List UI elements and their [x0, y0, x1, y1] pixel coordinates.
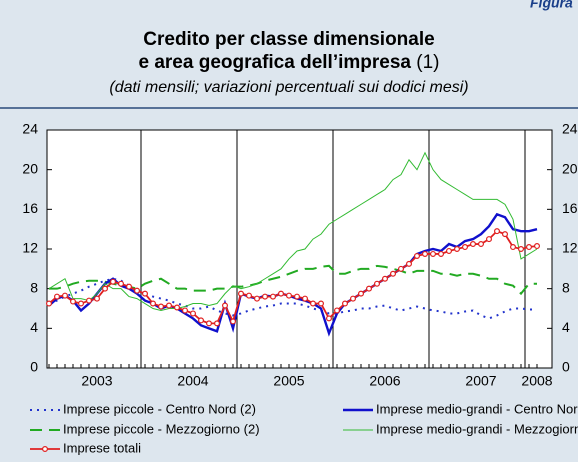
- y2-tick-label: 12: [562, 240, 578, 256]
- point: [414, 252, 421, 259]
- chart-title: e area geografica dell’impresa (1): [139, 52, 440, 73]
- y2-tick-label: 4: [562, 319, 570, 335]
- point: [502, 231, 509, 238]
- point: [525, 244, 532, 251]
- x-tick-label: 2004: [177, 373, 208, 389]
- x-tick-label: 2007: [465, 373, 496, 389]
- point: [222, 302, 229, 309]
- point: [486, 236, 493, 243]
- point: [101, 285, 108, 292]
- point: [45, 300, 52, 307]
- figure-label: Figura: [530, 0, 573, 11]
- point: [350, 295, 357, 302]
- point: [246, 292, 253, 299]
- chart-title-line: e area geografica dell’impresa: [139, 52, 412, 73]
- legend-label: Imprese piccole - Mezzogiorno (2): [63, 421, 260, 436]
- y2-tick-label: 24: [562, 121, 578, 137]
- point: [230, 318, 237, 325]
- legend-label: Imprese medio-grandi - Mezzogiorno: [376, 421, 578, 436]
- y-tick-label: 4: [30, 319, 38, 335]
- point: [302, 295, 309, 302]
- point: [438, 250, 445, 257]
- legend-label: Imprese piccole - Centro Nord (2): [63, 401, 256, 416]
- y-tick-label: 20: [22, 160, 38, 176]
- legend-label: Imprese totali: [63, 440, 141, 455]
- point: [358, 290, 365, 297]
- y-tick-label: 8: [30, 279, 38, 295]
- legend-marker: [41, 446, 48, 453]
- point: [470, 241, 477, 248]
- y-tick-label: 24: [22, 121, 38, 137]
- point: [286, 292, 293, 299]
- point: [366, 285, 373, 292]
- point: [517, 246, 524, 253]
- y2-tick-label: 20: [562, 160, 578, 176]
- x-tick-label: 2005: [273, 373, 304, 389]
- legend-label: Imprese medio-grandi - Centro Nord: [376, 401, 578, 416]
- point: [85, 297, 92, 304]
- point: [142, 290, 149, 297]
- point: [262, 293, 269, 300]
- point: [270, 293, 277, 300]
- point: [53, 293, 60, 300]
- chart-title: Credito per classe dimensionale: [143, 29, 434, 50]
- point: [206, 320, 213, 327]
- point: [318, 300, 325, 307]
- title-note: (1): [416, 52, 439, 73]
- point: [382, 275, 389, 282]
- y2-tick-label: 16: [562, 200, 578, 216]
- point: [533, 243, 540, 250]
- point: [158, 303, 165, 310]
- point: [93, 295, 100, 302]
- point: [109, 278, 116, 285]
- point: [398, 265, 405, 272]
- x-tick-label: 2008: [521, 373, 552, 389]
- y-tick-label: 16: [22, 200, 38, 216]
- point: [190, 310, 197, 317]
- point: [422, 250, 429, 257]
- point: [125, 283, 132, 290]
- x-tick-label: 2006: [369, 373, 400, 389]
- point: [342, 300, 349, 307]
- chart-subtitle: (dati mensili; variazioni percentuali su…: [109, 79, 468, 96]
- point: [430, 250, 437, 257]
- x-tick-label: 2003: [81, 373, 112, 389]
- point: [214, 320, 221, 327]
- point: [69, 298, 76, 305]
- point: [510, 244, 517, 251]
- point: [134, 287, 141, 294]
- point: [390, 270, 397, 277]
- point: [278, 290, 285, 297]
- point: [117, 280, 124, 287]
- point: [150, 300, 157, 307]
- point: [254, 295, 261, 302]
- point: [462, 244, 469, 251]
- series-line: [48, 151, 538, 311]
- point: [166, 302, 173, 309]
- point: [61, 292, 68, 299]
- point: [334, 307, 341, 314]
- point: [198, 317, 205, 324]
- point: [478, 241, 485, 248]
- point: [238, 290, 245, 297]
- point: [494, 228, 501, 235]
- point: [294, 293, 301, 300]
- point: [182, 307, 189, 314]
- point: [406, 260, 413, 267]
- point: [174, 304, 181, 311]
- y-tick-label: 12: [22, 240, 38, 256]
- point: [310, 300, 317, 307]
- point: [326, 315, 333, 322]
- y-tick-label: 0: [30, 359, 38, 375]
- point: [446, 247, 453, 254]
- point: [77, 300, 84, 307]
- plot-area: [46, 129, 553, 369]
- point: [454, 246, 461, 253]
- point: [374, 280, 381, 287]
- y2-tick-label: 8: [562, 279, 570, 295]
- y2-tick-label: 0: [562, 359, 570, 375]
